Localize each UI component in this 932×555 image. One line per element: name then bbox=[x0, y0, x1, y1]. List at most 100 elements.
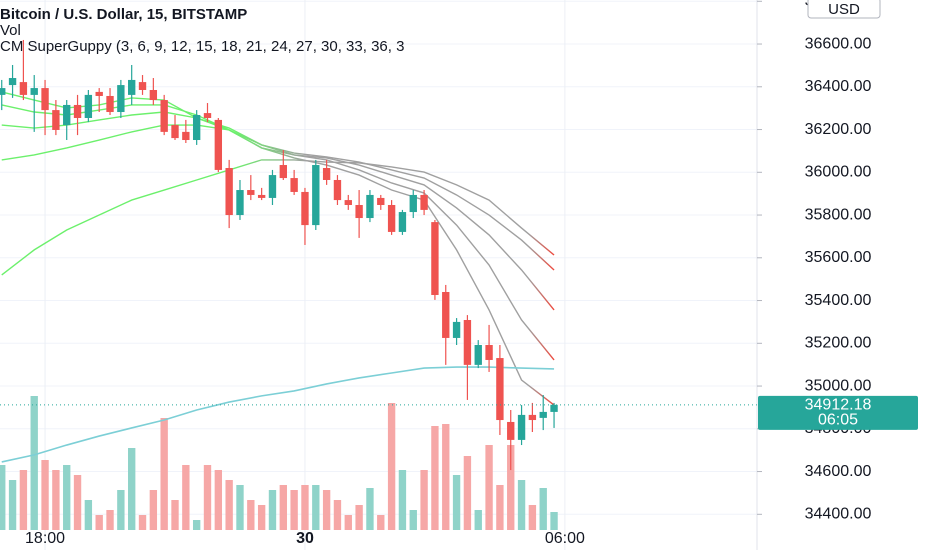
candle-body bbox=[128, 79, 136, 95]
ribbon-line bbox=[1, 104, 555, 361]
x-tick-label: 30 bbox=[296, 530, 314, 547]
volume-bar bbox=[257, 505, 266, 530]
volume-bar bbox=[192, 520, 201, 530]
candle-body bbox=[452, 321, 461, 338]
candle-body bbox=[387, 204, 396, 232]
candle-body bbox=[182, 131, 190, 141]
ribbon-line bbox=[1, 111, 555, 311]
moving-average bbox=[1, 366, 555, 463]
volume-bar bbox=[290, 490, 298, 530]
volume-bar bbox=[312, 485, 320, 530]
volume-bar bbox=[463, 456, 472, 530]
volume-bar bbox=[550, 512, 558, 530]
volume-bar bbox=[128, 448, 136, 530]
volume-bar bbox=[160, 418, 168, 530]
y-tick-label: 35200.00 bbox=[805, 335, 872, 352]
volume-bar bbox=[366, 488, 374, 530]
volume-bar bbox=[225, 480, 233, 530]
overlays bbox=[1, 91, 555, 463]
volume-bar bbox=[333, 500, 342, 530]
candle-body bbox=[117, 85, 125, 113]
candle-body bbox=[322, 168, 331, 180]
indicator-label: CM SuperGuppy (3, 6, 9, 12, 15, 18, 21, … bbox=[0, 38, 404, 55]
volume-bar bbox=[344, 515, 352, 530]
candle-body bbox=[539, 411, 547, 418]
volume-bar bbox=[95, 515, 103, 530]
candle-body bbox=[550, 404, 558, 412]
candle-body bbox=[507, 421, 515, 440]
volume-bar bbox=[398, 470, 407, 530]
volume-bar bbox=[474, 510, 482, 530]
axes: 34400.0034600.0034800.0035000.0035200.00… bbox=[0, 0, 918, 547]
candle-body bbox=[463, 319, 472, 365]
candle-body bbox=[203, 113, 212, 118]
candle-body bbox=[106, 95, 114, 113]
candle-body bbox=[377, 197, 385, 205]
volume-bar bbox=[214, 470, 223, 530]
candle-body bbox=[247, 190, 255, 195]
candle-body bbox=[257, 194, 266, 198]
x-tick-label: 06:00 bbox=[545, 530, 585, 547]
volume-bar bbox=[517, 480, 526, 530]
volume-bar bbox=[84, 500, 93, 530]
candle-body bbox=[366, 194, 374, 219]
countdown: 06:05 bbox=[818, 412, 858, 429]
candle-body bbox=[420, 194, 428, 210]
volume-bar bbox=[431, 426, 439, 530]
volume-bar bbox=[8, 480, 17, 530]
currency[interactable]: USD bbox=[828, 1, 860, 18]
ribbon-line bbox=[1, 91, 555, 406]
volume-bar bbox=[420, 470, 428, 530]
y-tick-label: 34600.00 bbox=[805, 463, 872, 480]
volume-bar bbox=[355, 505, 363, 530]
volume-bar bbox=[52, 470, 60, 530]
currency-box[interactable] bbox=[807, 0, 881, 19]
volume-bar bbox=[0, 465, 6, 530]
volume-bar bbox=[409, 510, 417, 530]
y-tick-label: 35800.00 bbox=[805, 206, 872, 223]
volume-bar bbox=[452, 475, 461, 530]
last-price-box bbox=[758, 395, 918, 430]
ribbon-line bbox=[1, 159, 555, 276]
volume-bar bbox=[19, 470, 28, 530]
candle-body bbox=[517, 414, 526, 440]
candle-body bbox=[333, 179, 342, 201]
candle-body bbox=[63, 104, 71, 126]
chart-title: Bitcoin / U.S. Dollar, 15, BITSTAMP bbox=[0, 6, 247, 23]
x-tick-label: 18:00 bbox=[25, 530, 65, 547]
volume-bar bbox=[138, 515, 147, 530]
y-tick-label: 36200.00 bbox=[805, 121, 872, 138]
candle-body bbox=[344, 200, 352, 205]
candle-body bbox=[41, 88, 49, 111]
volume-bar bbox=[322, 490, 331, 530]
candle-body bbox=[398, 212, 407, 232]
candle-body bbox=[8, 78, 17, 86]
candle-body bbox=[312, 165, 320, 226]
volume-bar bbox=[106, 510, 114, 530]
candle-body bbox=[19, 82, 28, 95]
volume-bar bbox=[528, 505, 537, 530]
volume-bar bbox=[149, 490, 158, 530]
volume-bar bbox=[203, 465, 212, 530]
candle-body bbox=[290, 178, 298, 192]
volume-bar bbox=[30, 396, 38, 530]
candle-body bbox=[95, 91, 103, 96]
volume-bar bbox=[247, 500, 255, 530]
volume-bar bbox=[73, 475, 82, 530]
price-axis-bg bbox=[757, 0, 932, 550]
candle-body bbox=[171, 125, 179, 139]
volume-pane bbox=[0, 396, 558, 530]
candle-body bbox=[431, 222, 439, 295]
y-tick-label: 35400.00 bbox=[805, 292, 872, 309]
volume-bar bbox=[539, 488, 547, 530]
candle-body bbox=[214, 119, 223, 170]
volume-bar bbox=[117, 490, 125, 530]
candle-body bbox=[442, 291, 450, 338]
candle-body bbox=[138, 82, 147, 90]
candle-body bbox=[528, 414, 537, 421]
volume-bar bbox=[41, 460, 49, 530]
volume-bar bbox=[301, 485, 309, 530]
volume-bar bbox=[171, 500, 179, 530]
